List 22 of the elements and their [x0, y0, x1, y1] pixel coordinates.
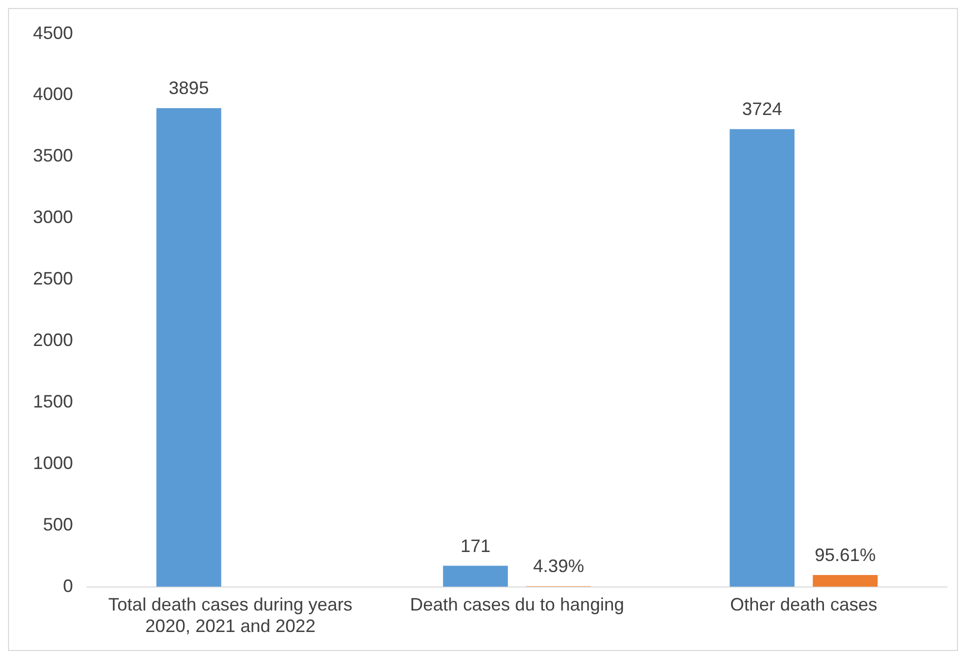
y-tick-label: 3000: [32, 207, 74, 228]
bar: [812, 575, 878, 587]
y-tick-label: 0: [63, 576, 74, 596]
y-tick-label: 4000: [32, 84, 74, 104]
y-tick-label: 2500: [32, 268, 74, 289]
x-tick-label: Other death cases: [730, 594, 878, 615]
y-tick-label: 3500: [32, 146, 74, 166]
data-label: 171: [460, 536, 490, 556]
data-label: 3724: [742, 99, 782, 120]
y-tick-label: 500: [42, 514, 74, 534]
y-tick-label: 4500: [32, 22, 74, 43]
x-tick-label: Death cases du to hanging: [410, 594, 624, 615]
x-tick-label: Total death cases during years 2020, 2021 and 2022: [108, 594, 352, 636]
bar: [156, 108, 222, 587]
bar: [443, 566, 508, 587]
data-label: 95.61%: [814, 545, 876, 566]
data-label: 3895: [168, 78, 209, 98]
y-tick-label: 1500: [32, 391, 74, 412]
y-tick-label: 2000: [32, 330, 74, 350]
y-tick-label: 1000: [32, 452, 74, 473]
data-label: 4.39%: [533, 556, 584, 576]
bar: [730, 129, 795, 587]
